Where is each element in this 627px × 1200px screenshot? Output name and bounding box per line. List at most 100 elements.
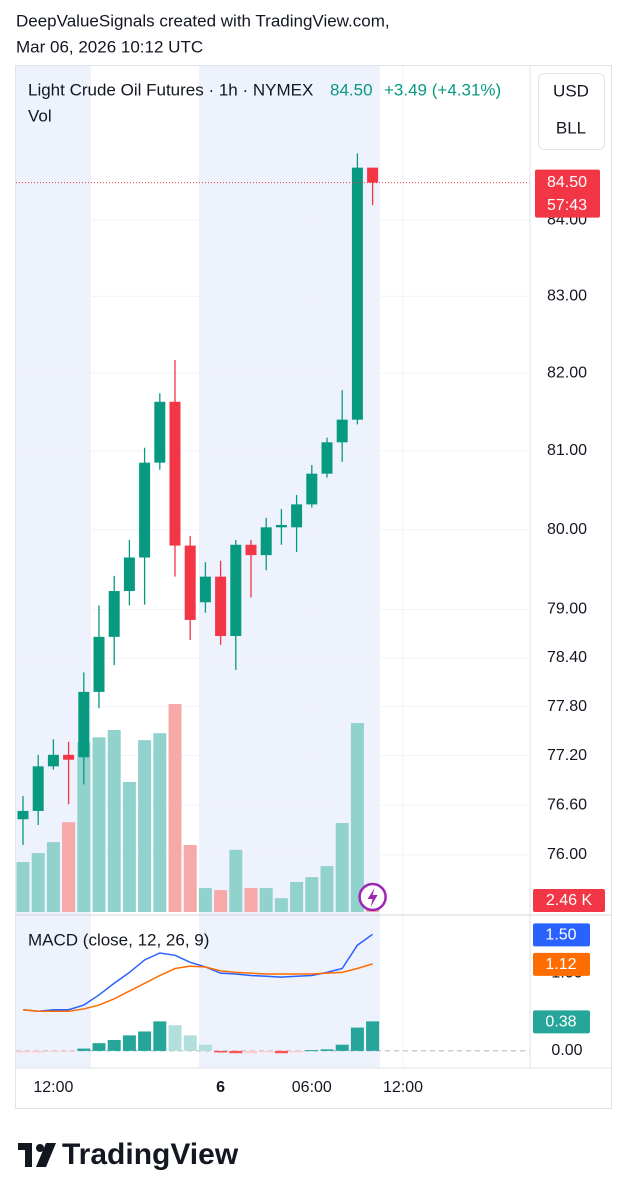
price-change: +3.49 (+4.31%) [384, 80, 501, 99]
candle-body [367, 167, 379, 183]
volume-bar [320, 866, 334, 912]
y-tick-label: 77.20 [547, 747, 587, 764]
volume-bar [16, 862, 30, 912]
header-line: DeepValueSignals created with TradingVie… [16, 11, 390, 30]
candle-body [215, 576, 227, 637]
histogram-bar [46, 1050, 60, 1052]
histogram-bar [153, 1021, 167, 1051]
candle-body [32, 766, 44, 811]
volume-bar [138, 740, 152, 912]
y-tick-label: 80.00 [547, 521, 587, 538]
histogram-bar [16, 1050, 30, 1053]
countdown-label: 57:43 [547, 197, 587, 214]
candle-body [123, 557, 135, 592]
histogram-bar [350, 1027, 364, 1051]
histogram-bar [259, 1050, 273, 1053]
volume-bar [274, 898, 288, 912]
y-tick-label: 78.40 [547, 649, 587, 666]
logo-text: TradingView [62, 1138, 239, 1171]
candle-body [199, 576, 211, 603]
macd-label-box [533, 923, 590, 947]
histogram-bar [366, 1021, 380, 1051]
macd-label: 1.12 [545, 956, 576, 973]
volume-bar [153, 733, 167, 912]
volume-bar [229, 849, 243, 912]
histogram-bar [244, 1050, 258, 1054]
volume-bar [122, 781, 136, 912]
y-tick-label: 83.00 [547, 287, 587, 304]
y-tick-label: 76.60 [547, 796, 587, 813]
histogram-bar [31, 1050, 45, 1053]
logo-icon [36, 1143, 56, 1167]
histogram-bar [305, 1050, 319, 1052]
symbol-title: Light Crude Oil Futures · 1h · NYMEX [28, 80, 313, 99]
volume-label: 2.46 K [546, 892, 593, 909]
histogram-bar [274, 1050, 288, 1054]
volume-bar [305, 877, 319, 912]
histogram-bar [92, 1043, 106, 1051]
volume-bar [46, 842, 60, 912]
histogram-bar [168, 1025, 182, 1051]
volume-bar [214, 890, 228, 912]
macd-label-box [533, 952, 590, 976]
volume-bar [244, 888, 258, 912]
y-tick-label: 77.80 [547, 698, 587, 715]
volume-bar [183, 844, 197, 912]
candle-body [169, 401, 181, 546]
candle-body [93, 636, 105, 692]
candle-body [139, 462, 151, 558]
histogram-bar [229, 1050, 243, 1054]
overlay: 84.0083.0082.0081.0080.0079.0078.4077.80… [33, 169, 605, 1096]
candle-body [351, 167, 363, 420]
histogram-bar [214, 1050, 228, 1053]
volume-bar [92, 737, 106, 912]
volume-bar [335, 823, 349, 912]
last-price-box [535, 169, 600, 218]
volume-bar [77, 742, 91, 912]
x-tick-label: 06:00 [292, 1079, 332, 1096]
plot [16, 66, 530, 1068]
histogram-label: 0.38 [545, 1014, 576, 1031]
logo-icon [25, 1143, 32, 1167]
y-tick-label: 0.00 [551, 1042, 582, 1059]
logo-icon [36, 1144, 44, 1152]
unit-button[interactable]: BLL [556, 118, 586, 137]
y-tick-label: 76.00 [547, 846, 587, 863]
histogram-label-box [533, 1010, 590, 1034]
macd-line [22, 963, 373, 1013]
volume-bar [198, 888, 212, 912]
candle-body [245, 544, 257, 556]
candle-body [154, 401, 166, 463]
histogram-bar [335, 1044, 349, 1051]
volume-bar [259, 888, 273, 912]
logo: TradingView [18, 1138, 239, 1171]
last-price-label: 84.50 [547, 174, 587, 191]
x-tick-label: 12:00 [383, 1079, 423, 1096]
x-tick-label: 6 [216, 1079, 225, 1096]
macd-label: 1.50 [545, 927, 576, 944]
candle-body [275, 524, 287, 528]
volume-title: Vol [28, 106, 52, 125]
candle-body [47, 754, 59, 767]
y-tick-label: 82.00 [547, 364, 587, 381]
candle-body [230, 544, 242, 637]
candle-body [260, 527, 272, 556]
volume-bar [290, 881, 304, 912]
candle-body [291, 504, 303, 528]
histogram-bar [62, 1050, 76, 1052]
volume-bar [168, 703, 182, 912]
histogram-bar [198, 1044, 212, 1051]
candle-body [321, 442, 333, 474]
currency-box[interactable] [538, 73, 605, 150]
histogram-bar [122, 1035, 136, 1051]
y-tick-label: 79.00 [547, 601, 587, 618]
histogram-bar [107, 1040, 121, 1051]
histogram-bar [290, 1050, 304, 1053]
volume-label-box [533, 889, 605, 912]
candle-body [184, 545, 196, 620]
currency-button[interactable]: USD [553, 81, 589, 100]
histogram-bar [138, 1031, 152, 1051]
chart-frame [15, 65, 612, 1109]
histogram-bar [77, 1048, 91, 1051]
